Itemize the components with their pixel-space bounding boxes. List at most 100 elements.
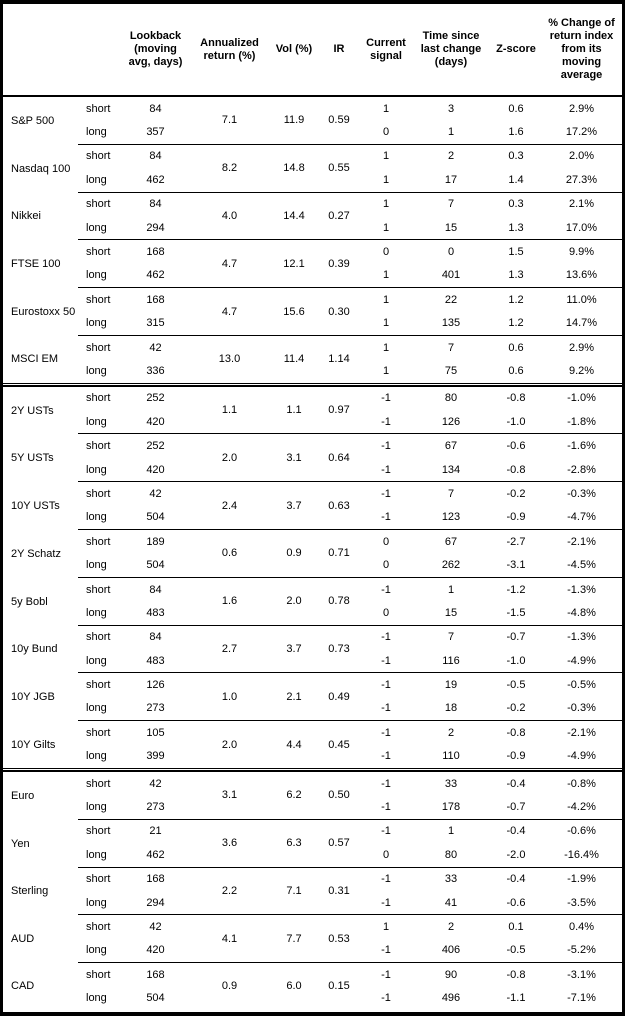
signal-value: -1: [381, 801, 391, 814]
asset-rows: short 168 4.7 12.1 0.39 0 0 1.5 9.9% long 462 1 401 1…: [78, 240, 622, 289]
signal-value: -1: [381, 896, 391, 909]
z-score-value: -0.2: [506, 487, 526, 500]
z-score-value: 1.3: [508, 221, 524, 234]
lookback-value: 399: [146, 750, 165, 763]
ir-value: 0.27: [328, 209, 350, 222]
signal-value: 1: [382, 341, 390, 354]
z-score-value: 0.6: [508, 364, 524, 377]
signal-value: -1: [381, 702, 391, 715]
pct-change-value: -2.1%: [567, 535, 596, 548]
annualized-return-value: 1.6: [221, 595, 238, 608]
ir-value: 0.49: [328, 690, 350, 703]
vol-value: 12.1: [283, 257, 305, 270]
asset-group: 2Y USTs short 252 1.1 1.1 0.97 -1 80 -0.8 -1.0% lo…: [3, 387, 622, 435]
lookback-value: 42: [149, 341, 162, 354]
pct-change-value: 9.2%: [568, 364, 595, 377]
asset-name: 10Y Gilts: [11, 738, 56, 751]
lookback-value: 105: [146, 726, 165, 739]
signal-value: 0: [382, 246, 390, 259]
asset-group: Eurostoxx 50 short 168 4.7 15.6 0.30 1 22 1.2 11.…: [3, 288, 622, 336]
leg-label: short: [86, 679, 111, 692]
asset-group: 5Y USTs short 252 2.0 3.1 0.64 -1 67 -0.6 -1.6% lo…: [3, 434, 622, 483]
pct-change-value: -1.0%: [567, 392, 596, 405]
lookback-value: 168: [146, 246, 165, 259]
pct-change-value: -4.2%: [567, 801, 596, 814]
asset-name: Nasdaq 100: [11, 162, 71, 175]
signal-value: -1: [381, 654, 391, 667]
annualized-return-value: 0.6: [221, 547, 238, 560]
pct-change-value: -0.5%: [567, 679, 596, 692]
col-header-asset: [3, 4, 78, 95]
z-score-value: -0.5: [506, 944, 526, 957]
lookback-value: 168: [146, 873, 165, 886]
z-score-value: -2.7: [506, 535, 526, 548]
lookback-value: 357: [146, 126, 165, 139]
time-since-value: 7: [447, 341, 455, 354]
pct-change-value: -0.3%: [567, 702, 596, 715]
z-score-value: 1.5: [508, 246, 524, 259]
asset-group: 5y Bobl short 84 1.6 2.0 0.78 -1 1 -1.2 -1.3% long…: [3, 578, 622, 626]
annualized-return-value: 1.0: [221, 690, 238, 703]
col-header-ir: IR: [333, 43, 345, 55]
signal-value: -1: [381, 440, 391, 453]
vol-value: 11.4: [283, 353, 305, 366]
col-header-z-score: Z-score: [496, 43, 536, 55]
signal-value: -1: [381, 825, 391, 838]
vol-value: 3.7: [286, 499, 302, 512]
time-since-value: 178: [441, 801, 461, 814]
asset-rows: short 252 2.0 3.1 0.64 -1 67 -0.6 -1.6% long 420 -1…: [78, 434, 622, 483]
leg-label: short: [86, 631, 111, 644]
lookback-value: 462: [146, 269, 165, 282]
pct-change-value: 11.0%: [566, 293, 597, 306]
asset-group: Nikkei short 84 4.0 14.4 0.27 1 7 0.3 2.1% long 294…: [3, 193, 622, 241]
z-score-value: -0.9: [506, 750, 526, 763]
leg-label: short: [86, 246, 111, 259]
z-score-value: -0.5: [506, 679, 526, 692]
leg-label: long: [86, 511, 107, 524]
vol-value: 2.1: [286, 690, 302, 703]
z-score-value: 0.3: [508, 198, 524, 211]
lookback-value: 504: [146, 511, 165, 524]
pct-change-value: 2.1%: [568, 198, 595, 211]
annualized-return-value: 2.2: [221, 884, 238, 897]
leg-label: short: [86, 341, 111, 354]
annualized-return-value: 3.6: [221, 837, 238, 850]
time-since-value: 90: [444, 968, 458, 981]
pct-change-value: 9.9%: [568, 246, 595, 259]
asset-rows: short 42 3.1 6.2 0.50 -1 33 -0.4 -0.8% long 273 -1 1…: [78, 772, 622, 820]
z-score-value: -1.2: [506, 583, 526, 596]
lookback-value: 84: [149, 631, 162, 644]
time-since-value: 496: [441, 992, 461, 1005]
lookback-value: 189: [146, 535, 165, 548]
vol-value: 6.2: [286, 789, 302, 802]
lookback-value: 84: [149, 583, 162, 596]
asset-rows: short 168 0.9 6.0 0.15 -1 90 -0.8 -3.1% long 504 -1…: [78, 963, 622, 1010]
ir-value: 0.73: [328, 642, 350, 655]
col-header-time-since: Time since last change (days): [420, 30, 482, 68]
z-score-value: -3.1: [506, 559, 526, 572]
pct-change-value: -7.1%: [567, 992, 596, 1005]
ir-value: 0.39: [328, 257, 350, 270]
pct-change-value: -3.1%: [567, 968, 596, 981]
asset-group: 10Y JGB short 126 1.0 2.1 0.49 -1 19 -0.5 -0.5% lo…: [3, 673, 622, 722]
ir-value: 0.30: [328, 305, 350, 318]
signal-value: 1: [382, 150, 390, 163]
lookback-value: 483: [146, 606, 165, 619]
vol-value: 7.1: [286, 884, 302, 897]
pct-change-value: 0.4%: [568, 920, 595, 933]
col-header-vol: Vol (%): [275, 43, 313, 55]
z-score-value: -1.0: [506, 654, 526, 667]
time-since-value: 19: [444, 679, 458, 692]
leg-label: long: [86, 463, 107, 476]
time-since-value: 33: [444, 873, 458, 886]
leg-label: long: [86, 415, 107, 428]
lookback-value: 504: [146, 559, 165, 572]
asset-rows: short 84 4.0 14.4 0.27 1 7 0.3 2.1% long 294 1 15 1.3…: [78, 193, 622, 241]
asset-group: Sterling short 168 2.2 7.1 0.31 -1 33 -0.4 -1.9% l…: [3, 868, 622, 916]
pct-change-value: 2.0%: [568, 150, 595, 163]
z-score-value: -1.0: [506, 415, 526, 428]
asset-group: 10Y USTs short 42 2.4 3.7 0.63 -1 7 -0.2 -0.3% lon…: [3, 482, 622, 531]
pct-change-value: -0.8%: [567, 777, 596, 790]
pct-change-value: -1.9%: [567, 873, 596, 886]
